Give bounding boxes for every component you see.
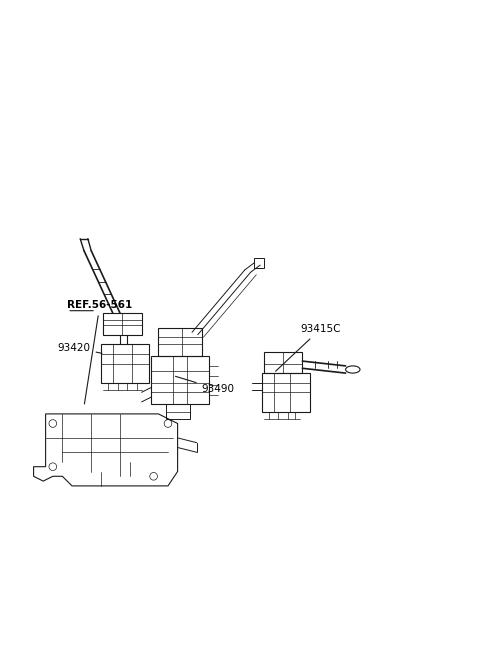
Text: REF.56-561: REF.56-561 <box>67 300 132 404</box>
Text: 93420: 93420 <box>58 343 102 353</box>
Text: 93490: 93490 <box>176 377 235 394</box>
Text: 93415C: 93415C <box>276 324 340 371</box>
